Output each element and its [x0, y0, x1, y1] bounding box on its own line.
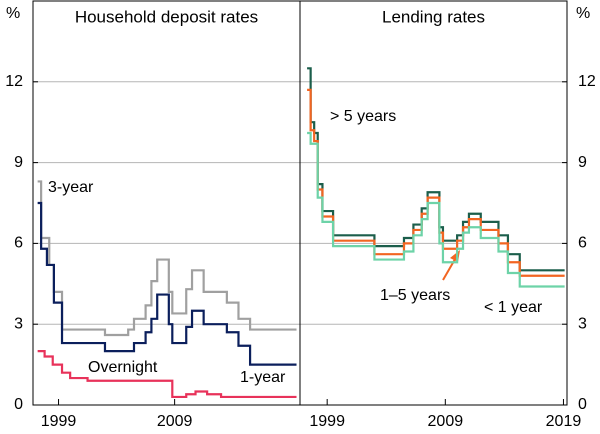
- x-tick-label: 2019: [546, 413, 582, 430]
- x-tick-label: 1999: [41, 413, 77, 430]
- x-tick-label: 1999: [309, 413, 345, 430]
- y-tick-label: 12: [578, 73, 596, 90]
- series-line: [37, 201, 297, 366]
- series-line: [307, 131, 565, 288]
- y-axis-label: %: [6, 5, 20, 22]
- y-tick-label: 0: [14, 396, 23, 413]
- y-tick-label: 9: [14, 154, 23, 171]
- y-tick-label: 3: [578, 315, 587, 332]
- annotation-arrow-head: [450, 250, 460, 262]
- x-tick-label: 2009: [428, 413, 464, 430]
- series-line: [37, 350, 297, 399]
- panel-title: Lending rates: [382, 7, 485, 26]
- series-line: [37, 180, 297, 337]
- series-label: > 5 years: [330, 108, 396, 125]
- series-label: 1-year: [240, 369, 286, 386]
- y-tick-label: 12: [5, 73, 23, 90]
- series-label: Overnight: [88, 359, 158, 376]
- y-tick-label: 6: [578, 235, 587, 252]
- y-tick-label: 6: [14, 235, 23, 252]
- panel-title: Household deposit rates: [75, 7, 258, 26]
- y-tick-label: 0: [578, 396, 587, 413]
- x-tick-label: 2009: [157, 413, 193, 430]
- series-label: 3-year: [48, 179, 94, 196]
- y-tick-label: 9: [578, 154, 587, 171]
- series-label: < 1 year: [484, 299, 543, 316]
- y-tick-label: 3: [14, 315, 23, 332]
- series-label: 1–5 years: [380, 287, 450, 304]
- y-axis-label: %: [576, 5, 590, 22]
